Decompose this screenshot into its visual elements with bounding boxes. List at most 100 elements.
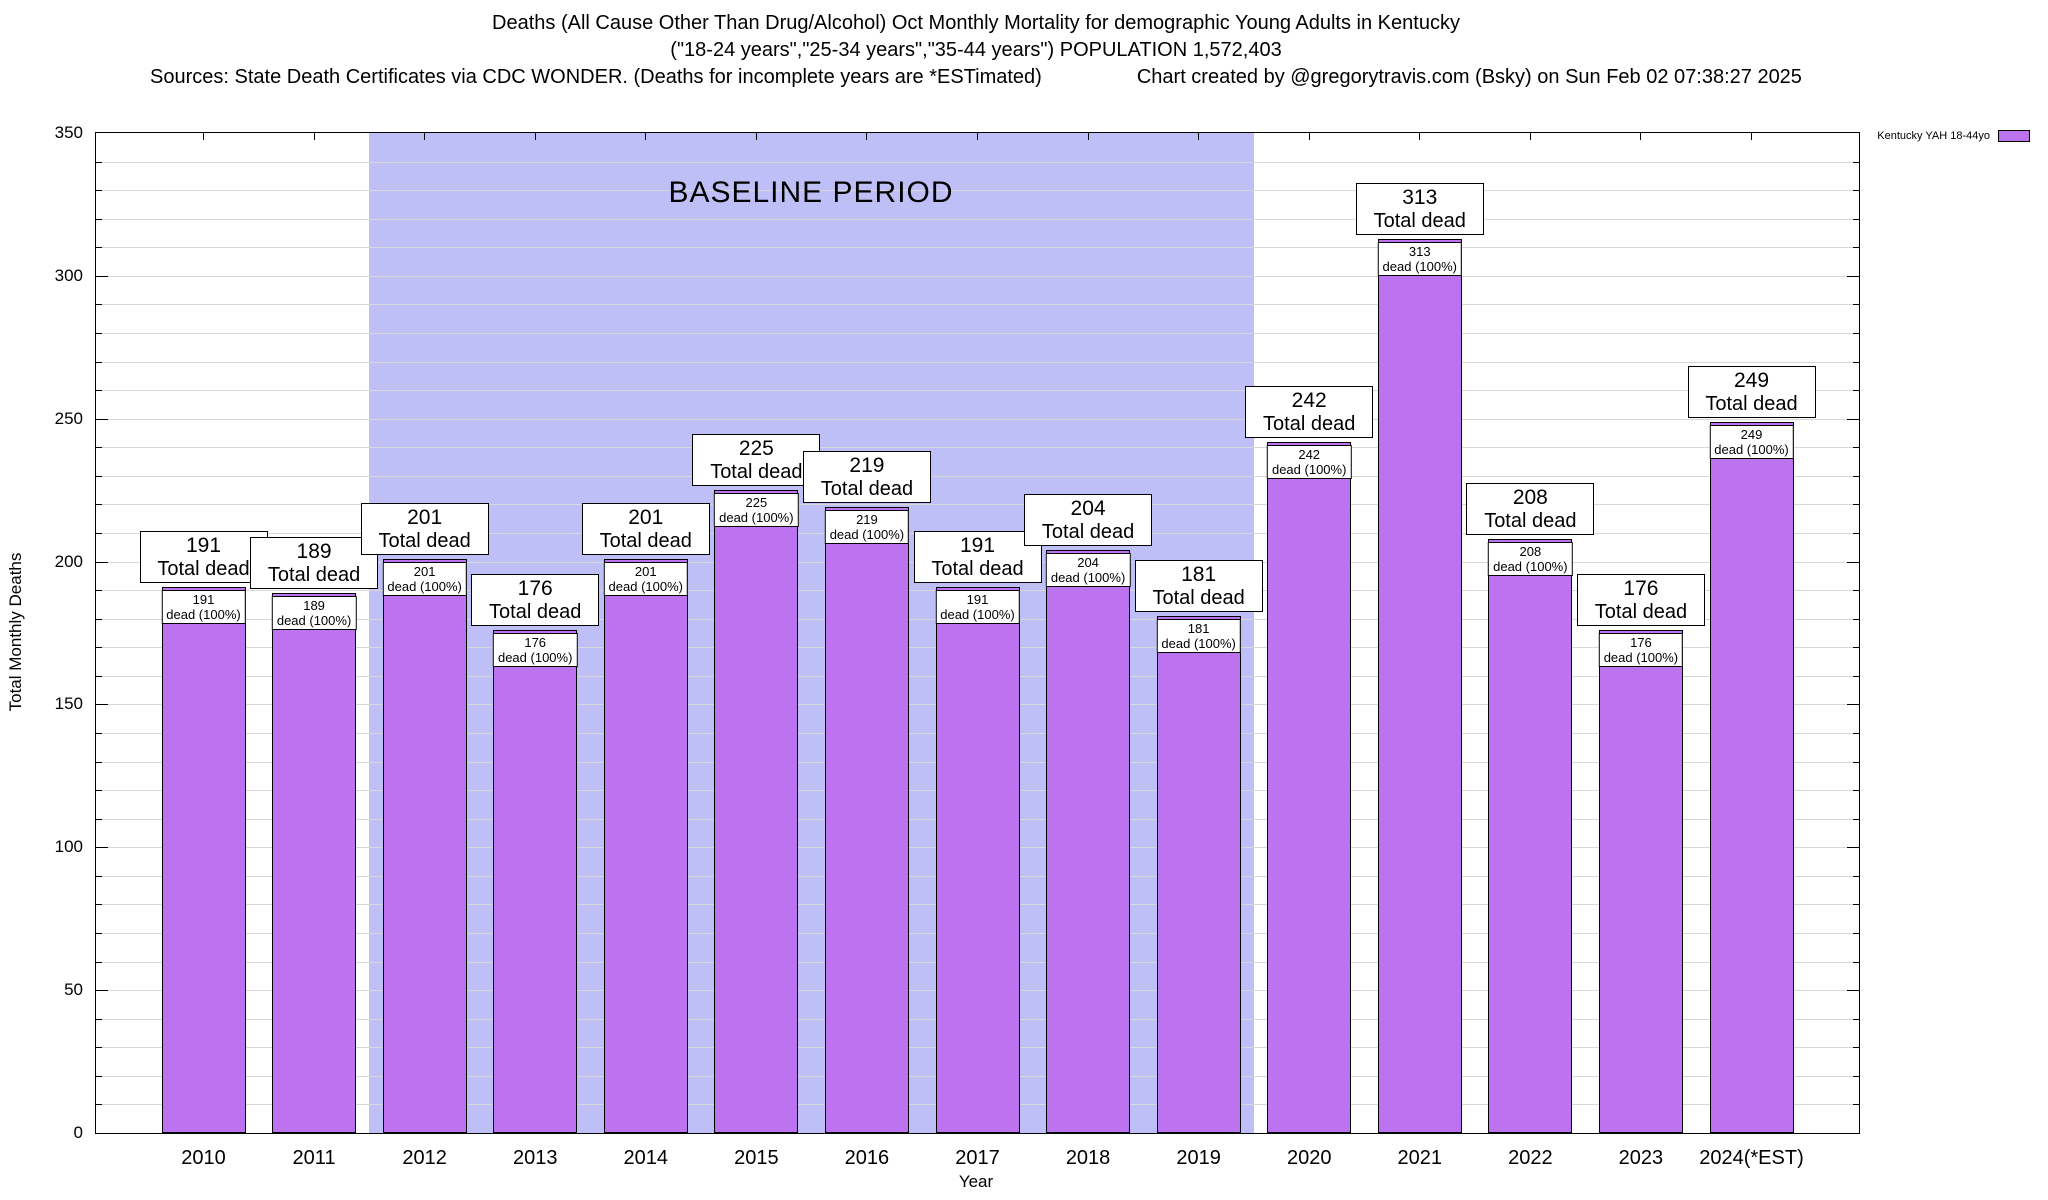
y-tick-left bbox=[96, 561, 108, 563]
y-minor-tick-right bbox=[1853, 933, 1859, 934]
y-minor-tick-left bbox=[96, 361, 102, 363]
pct-suffix: dead (100%) bbox=[1382, 258, 1458, 274]
bar-pct-label: 208 dead (100%) bbox=[1488, 541, 1573, 576]
y-tick-left bbox=[96, 990, 108, 992]
y-minor-tick-left bbox=[96, 218, 102, 220]
bar-total-label: 225 Total dead bbox=[692, 434, 821, 487]
total-value: 176 bbox=[1623, 577, 1659, 601]
y-minor-tick-left bbox=[96, 618, 102, 620]
y-minor-tick-left bbox=[96, 304, 102, 306]
y-minor-tick-left bbox=[96, 675, 102, 677]
x-tick-top bbox=[977, 133, 978, 140]
pct-suffix: dead (100%) bbox=[276, 613, 352, 628]
x-tick-top bbox=[1087, 133, 1089, 140]
y-minor-tick-left bbox=[96, 933, 102, 934]
y-tick-label: 0 bbox=[73, 1123, 83, 1142]
y-tick-label: 250 bbox=[54, 408, 83, 428]
bar-total-label: 191 Total dead bbox=[913, 531, 1042, 584]
legend-swatch bbox=[1998, 130, 2030, 142]
y-minor-tick-right bbox=[1853, 447, 1859, 449]
total-suffix: Total dead bbox=[599, 529, 692, 552]
total-value: 208 bbox=[1512, 485, 1548, 509]
total-suffix: Total dead bbox=[931, 558, 1024, 581]
total-value: 189 bbox=[296, 540, 332, 563]
bar-total-label: 201 Total dead bbox=[360, 502, 489, 555]
y-minor-tick-right bbox=[1853, 390, 1859, 392]
chart-subtitle: ("18-24 years","25-34 years","35-44 year… bbox=[670, 39, 1282, 61]
total-value: 225 bbox=[738, 437, 774, 461]
bar bbox=[382, 558, 467, 1133]
bar bbox=[272, 593, 357, 1133]
pct-value: 204 bbox=[1077, 555, 1099, 571]
x-tick-label: 2022 bbox=[1508, 1147, 1553, 1169]
pct-value: 313 bbox=[1408, 243, 1431, 259]
y-minor-tick-right bbox=[1853, 533, 1859, 534]
pct-value: 249 bbox=[1740, 426, 1763, 442]
y-minor-tick-left bbox=[96, 961, 102, 963]
bar-pct-label: 191 dead (100%) bbox=[161, 590, 246, 625]
y-minor-tick-right bbox=[1853, 875, 1859, 877]
bar-pct-label: 191 dead (100%) bbox=[935, 590, 1020, 625]
total-value: 176 bbox=[517, 577, 553, 601]
baseline-period-label: BASELINE PERIOD bbox=[668, 176, 954, 209]
pct-value: 219 bbox=[856, 512, 878, 528]
pct-suffix: dead (100%) bbox=[829, 527, 905, 543]
y-gridline bbox=[96, 161, 1859, 163]
y-minor-tick-right bbox=[1853, 1018, 1859, 1020]
y-minor-tick-right bbox=[1853, 733, 1859, 734]
legend: Kentucky YAH 18-44yo bbox=[1877, 130, 2030, 142]
total-value: 181 bbox=[1181, 562, 1217, 586]
total-suffix: Total dead bbox=[267, 564, 361, 586]
x-tick-top bbox=[755, 133, 757, 140]
total-value: 201 bbox=[407, 505, 443, 529]
total-suffix: Total dead bbox=[1152, 586, 1245, 609]
y-minor-tick-left bbox=[96, 447, 102, 449]
bar bbox=[1598, 630, 1683, 1133]
y-minor-tick-left bbox=[96, 161, 102, 163]
y-tick-label: 50 bbox=[64, 980, 83, 1000]
total-value: 242 bbox=[1291, 388, 1327, 412]
pct-value: 242 bbox=[1298, 446, 1321, 462]
x-tick-top bbox=[645, 133, 647, 140]
total-suffix: Total dead bbox=[1373, 209, 1466, 232]
y-minor-tick-left bbox=[96, 1047, 102, 1049]
bar-total-label: 181 Total dead bbox=[1134, 559, 1263, 612]
total-value: 219 bbox=[849, 454, 885, 478]
bar bbox=[1046, 550, 1131, 1133]
y-tick-right bbox=[1847, 561, 1859, 563]
pct-suffix: dead (100%) bbox=[719, 510, 794, 526]
x-tick-top bbox=[1751, 133, 1752, 140]
pct-value: 191 bbox=[966, 592, 989, 608]
y-minor-tick-left bbox=[96, 504, 102, 506]
bar-pct-label: 242 dead (100%) bbox=[1266, 444, 1352, 479]
y-minor-tick-right bbox=[1853, 361, 1859, 363]
y-tick-label: 150 bbox=[54, 694, 83, 714]
y-minor-tick-right bbox=[1853, 218, 1859, 220]
y-minor-tick-right bbox=[1853, 761, 1859, 763]
x-tick-label: 2024(*EST) bbox=[1699, 1147, 1804, 1169]
bar-total-label: 191 Total dead bbox=[139, 531, 268, 584]
bar-total-label: 201 Total dead bbox=[581, 502, 710, 555]
y-gridline bbox=[96, 218, 1859, 220]
x-tick-top bbox=[1529, 133, 1531, 140]
bar-pct-label: 219 dead (100%) bbox=[824, 510, 910, 545]
y-minor-tick-right bbox=[1853, 904, 1859, 906]
total-value: 191 bbox=[185, 534, 222, 558]
bar-total-label: 176 Total dead bbox=[471, 574, 600, 627]
bar-pct-label: 176 dead (100%) bbox=[492, 633, 578, 668]
x-tick-label: 2012 bbox=[402, 1147, 447, 1169]
y-minor-tick-right bbox=[1853, 647, 1859, 649]
x-tick-label: 2013 bbox=[512, 1147, 558, 1169]
bar-total-label: 249 Total dead bbox=[1687, 365, 1816, 418]
title-block: Deaths (All Cause Other Than Drug/Alcoho… bbox=[48, 10, 1904, 91]
y-minor-tick-right bbox=[1853, 247, 1859, 249]
x-axis-title: Year bbox=[958, 1172, 994, 1191]
bar-pct-label: 313 dead (100%) bbox=[1377, 241, 1463, 276]
bar-total-label: 204 Total dead bbox=[1024, 494, 1153, 547]
bar bbox=[603, 558, 688, 1133]
chart-byline: Sources: State Death Certificates via CD… bbox=[48, 64, 1904, 91]
pct-suffix: dead (100%) bbox=[940, 607, 1015, 623]
x-tick-top bbox=[424, 133, 426, 140]
bar-pct-label: 249 dead (100%) bbox=[1709, 424, 1794, 459]
bar-pct-label: 181 dead (100%) bbox=[1156, 618, 1241, 653]
